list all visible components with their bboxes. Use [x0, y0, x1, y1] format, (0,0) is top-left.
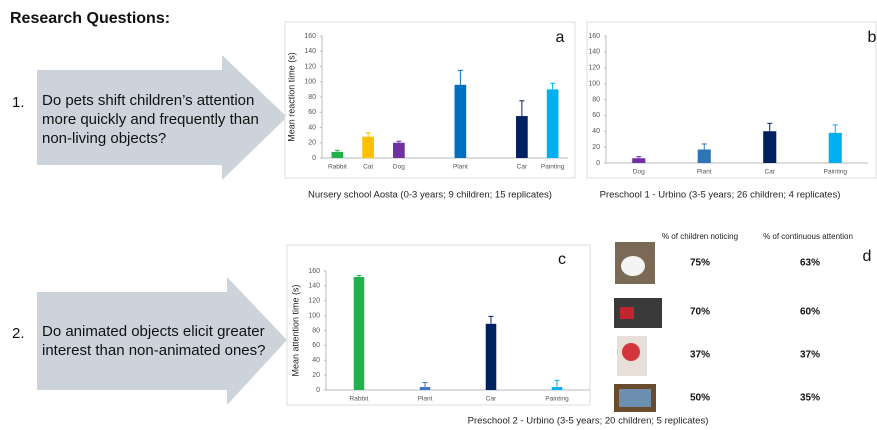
y-axis-label: Mean attention time (s) [290, 284, 300, 376]
bar [362, 137, 374, 158]
bar [393, 143, 405, 158]
table-cell: 37% [690, 350, 710, 361]
caption: Preschool 2 - Urbino (3-5 years; 20 chil… [468, 416, 709, 427]
bar [698, 150, 711, 163]
panel-label: b [868, 29, 877, 46]
bar [632, 158, 645, 163]
y-tick-label: 120 [304, 63, 316, 70]
table-cell: 70% [690, 307, 710, 318]
panel-label: d [863, 248, 872, 265]
x-tick-label: Cat [363, 164, 373, 171]
bar [486, 324, 497, 390]
bar [332, 152, 344, 158]
x-tick-label: Rabbit [328, 164, 347, 171]
bar [547, 89, 559, 158]
bar [354, 277, 365, 390]
y-tick-label: 120 [588, 65, 600, 72]
caption: Nursery school Aosta (0-3 years; 9 child… [308, 190, 552, 201]
bar [763, 131, 776, 163]
y-axis-label: Mean reaction time (s) [286, 52, 296, 142]
y-tick-label: 60 [592, 112, 600, 119]
table-cell: 37% [800, 350, 820, 361]
y-tick-label: 20 [308, 140, 316, 147]
y-tick-label: 0 [312, 155, 316, 162]
x-tick-label: Car [486, 396, 497, 403]
bar [455, 85, 467, 158]
y-tick-label: 100 [588, 80, 600, 87]
x-tick-label: Painting [824, 169, 848, 176]
y-tick-label: 100 [308, 312, 320, 319]
y-tick-label: 60 [312, 342, 320, 349]
photo-rabbit [621, 256, 645, 276]
table-cell: 35% [800, 393, 820, 404]
y-tick-label: 160 [308, 268, 320, 275]
y-tick-label: 60 [308, 109, 316, 116]
panel-label: c [558, 251, 566, 268]
bar [829, 133, 842, 163]
y-tick-label: 0 [596, 160, 600, 167]
table-cell: 63% [800, 258, 820, 269]
figure: Research Questions: % of children notici… [0, 0, 877, 430]
photo-car [620, 307, 634, 319]
x-tick-label: Dog [633, 169, 645, 176]
table-cell: 60% [800, 307, 820, 318]
question-number: 1. [12, 94, 25, 111]
y-tick-label: 160 [588, 33, 600, 40]
question-text: Do animated objects elicit greater inter… [42, 322, 272, 360]
y-tick-label: 140 [304, 48, 316, 55]
panel-label: a [556, 29, 565, 46]
question-text: Do pets shift children’s attention more … [42, 91, 267, 148]
y-tick-label: 0 [316, 387, 320, 394]
photo-painting [619, 389, 651, 407]
caption: Preschool 1 - Urbino (3-5 years; 26 chil… [600, 190, 841, 201]
x-tick-label: Dog [393, 164, 405, 171]
x-tick-label: Plant [453, 164, 468, 171]
y-tick-label: 120 [308, 298, 320, 305]
page: Research Questions: % of children notici… [0, 0, 877, 430]
y-tick-label: 40 [592, 128, 600, 135]
y-tick-label: 140 [588, 49, 600, 56]
panel-frame [285, 22, 575, 178]
x-tick-label: Plant [697, 169, 712, 176]
x-tick-label: Plant [418, 396, 433, 403]
y-tick-label: 40 [308, 124, 316, 131]
table-cell: 75% [690, 258, 710, 269]
y-tick-label: 80 [308, 94, 316, 101]
x-tick-label: Rabbit [350, 396, 369, 403]
table-header: % of continuous attention [763, 232, 853, 241]
y-tick-label: 140 [308, 283, 320, 290]
x-tick-label: Car [765, 169, 776, 176]
table-cell: 50% [690, 393, 710, 404]
x-tick-label: Painting [541, 164, 565, 171]
title: Research Questions: [10, 10, 170, 27]
bar [552, 387, 563, 390]
bar [420, 387, 431, 390]
y-tick-label: 80 [312, 327, 320, 334]
question-number: 2. [12, 325, 25, 342]
y-tick-label: 80 [592, 96, 600, 103]
x-tick-label: Painting [545, 396, 569, 403]
y-tick-label: 20 [312, 372, 320, 379]
x-tick-label: Car [517, 164, 528, 171]
y-tick-label: 40 [312, 357, 320, 364]
table-header: % of children noticing [662, 232, 738, 241]
y-tick-label: 160 [304, 33, 316, 40]
photo-plant [622, 343, 640, 361]
y-tick-label: 100 [304, 79, 316, 86]
panel-frame [287, 245, 590, 405]
bar [516, 116, 528, 158]
y-tick-label: 20 [592, 144, 600, 151]
